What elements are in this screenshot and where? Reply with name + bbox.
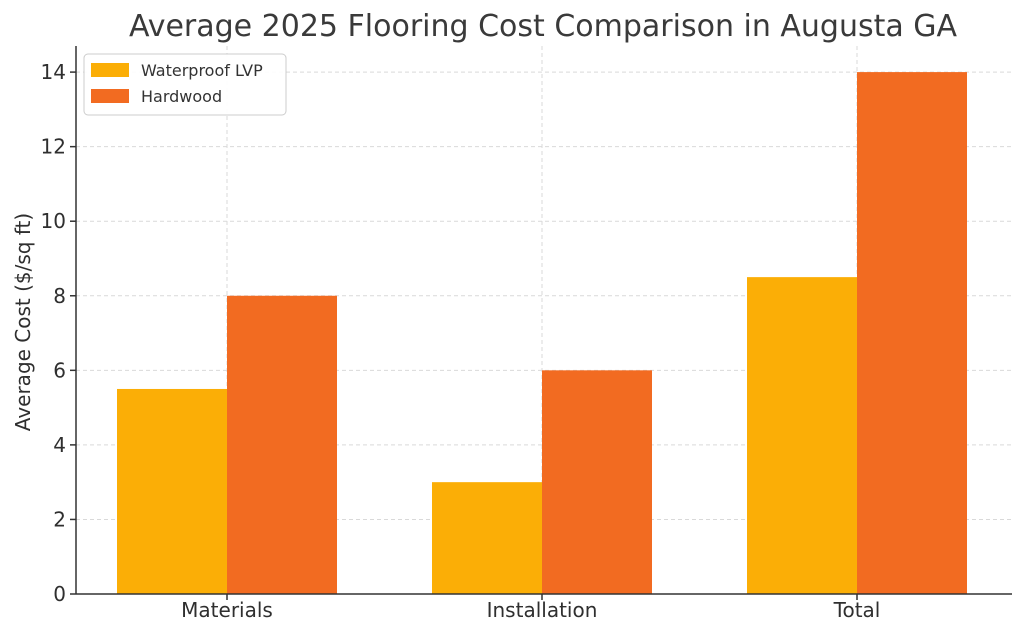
- axes: [75, 46, 1012, 595]
- legend-box: [83, 53, 287, 116]
- y-tick-label: 2: [53, 507, 66, 531]
- y-tick-label: 8: [53, 284, 66, 308]
- bar-waterproof-lvp-materials: [117, 388, 227, 594]
- bar-hardwood-materials: [227, 295, 337, 594]
- legend-label-waterproof-lvp: Waterproof LVP: [141, 61, 263, 80]
- x-tick-label-materials: Materials: [181, 598, 273, 622]
- chart-title: Average 2025 Flooring Cost Comparison in…: [129, 9, 958, 44]
- legend-swatch-hardwood: [91, 89, 129, 103]
- bar-hardwood-total: [857, 72, 967, 595]
- tick-labels: 0 2 4 6 8 10 12 14 Materials Installation Total: [41, 60, 881, 622]
- bar-waterproof-lvp-total: [747, 277, 857, 594]
- y-axis-label: Average Cost ($/sq ft): [11, 213, 35, 431]
- bar-hardwood-installation: [542, 370, 652, 594]
- y-tick-label: 14: [41, 60, 66, 84]
- legend-swatch-waterproof-lvp: [91, 63, 129, 77]
- y-tick-label: 12: [41, 135, 66, 159]
- legend: Waterproof LVP Hardwood: [83, 53, 287, 116]
- y-tick-label: 10: [41, 209, 66, 233]
- x-tick-label-installation: Installation: [487, 598, 598, 622]
- y-tick-label: 0: [53, 582, 66, 606]
- y-tick-label: 4: [53, 433, 66, 457]
- bar-waterproof-lvp-installation: [432, 482, 542, 594]
- bars: [117, 72, 967, 595]
- y-tick-label: 6: [53, 358, 66, 382]
- x-tick-label-total: Total: [833, 598, 881, 622]
- legend-label-hardwood: Hardwood: [141, 87, 222, 106]
